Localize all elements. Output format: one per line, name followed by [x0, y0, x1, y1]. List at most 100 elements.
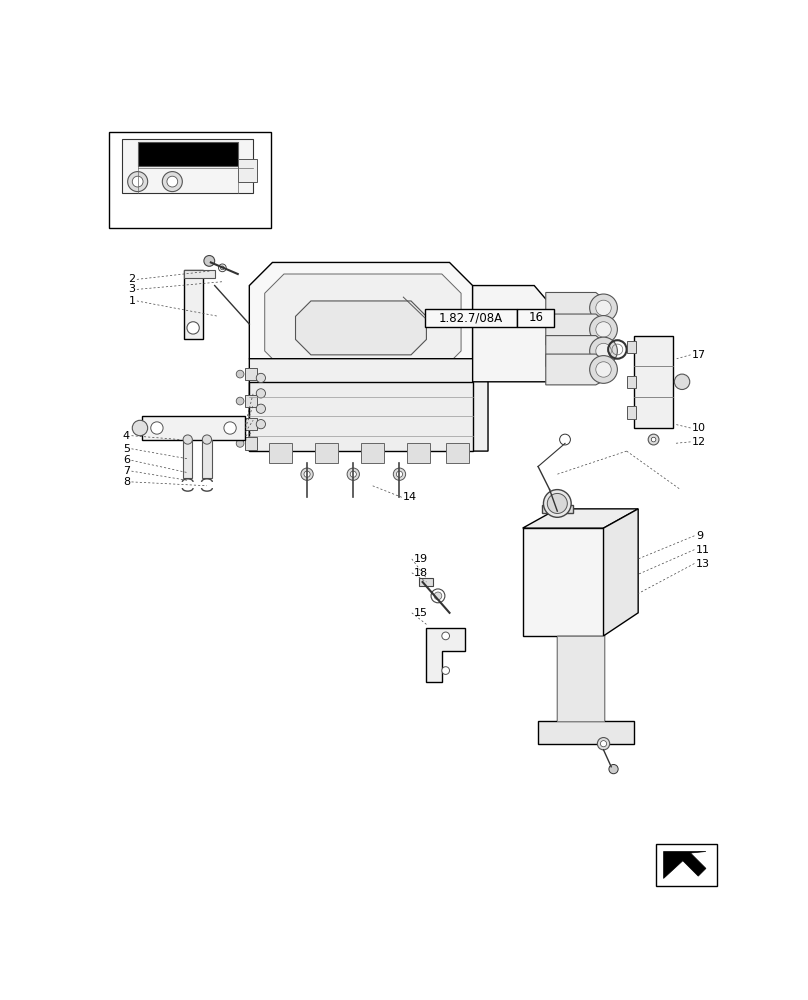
Text: 15: 15 [414, 608, 427, 618]
Text: 11: 11 [696, 545, 710, 555]
Circle shape [236, 440, 244, 447]
Circle shape [547, 493, 567, 513]
Polygon shape [183, 440, 192, 478]
Polygon shape [558, 636, 604, 728]
Text: 8: 8 [123, 477, 130, 487]
Circle shape [675, 374, 690, 390]
Polygon shape [361, 443, 384, 463]
Polygon shape [558, 636, 604, 721]
Polygon shape [545, 354, 608, 385]
Text: 3: 3 [128, 284, 136, 294]
Text: 5: 5 [123, 444, 130, 454]
Polygon shape [250, 262, 473, 382]
Circle shape [609, 764, 618, 774]
Circle shape [167, 176, 178, 187]
Circle shape [151, 422, 163, 434]
Circle shape [544, 490, 571, 517]
Polygon shape [634, 336, 673, 428]
Circle shape [597, 738, 610, 750]
Polygon shape [545, 314, 608, 345]
Polygon shape [296, 301, 427, 355]
Circle shape [256, 404, 266, 413]
Circle shape [595, 300, 611, 316]
Polygon shape [265, 274, 461, 370]
Circle shape [202, 435, 212, 444]
Circle shape [236, 420, 244, 428]
Polygon shape [446, 443, 469, 463]
Circle shape [133, 176, 143, 187]
Text: 2: 2 [128, 274, 136, 284]
Circle shape [218, 264, 226, 272]
Polygon shape [184, 270, 215, 278]
Polygon shape [202, 440, 212, 478]
Circle shape [442, 667, 449, 674]
Bar [656, 844, 718, 886]
Circle shape [560, 434, 570, 445]
Circle shape [162, 172, 183, 192]
Polygon shape [538, 721, 634, 744]
Circle shape [187, 322, 200, 334]
Circle shape [590, 294, 617, 322]
Circle shape [595, 322, 611, 337]
Text: 12: 12 [692, 437, 706, 447]
Polygon shape [545, 292, 608, 323]
Bar [517, 309, 554, 327]
Text: 4: 4 [123, 431, 130, 441]
Polygon shape [137, 142, 238, 166]
Polygon shape [419, 578, 432, 586]
Bar [627, 406, 636, 419]
Circle shape [600, 741, 607, 747]
Polygon shape [122, 139, 253, 193]
Bar [246, 395, 257, 407]
Circle shape [397, 471, 402, 477]
Text: 19: 19 [414, 554, 427, 564]
Circle shape [434, 592, 442, 600]
Polygon shape [250, 359, 488, 451]
Circle shape [183, 435, 192, 444]
Circle shape [301, 468, 314, 480]
Polygon shape [545, 336, 608, 366]
Bar [109, 132, 271, 228]
Circle shape [651, 437, 656, 442]
Text: 1: 1 [128, 296, 136, 306]
Bar [627, 341, 636, 353]
Circle shape [590, 337, 617, 365]
Text: 18: 18 [414, 568, 427, 578]
Circle shape [128, 172, 148, 192]
Circle shape [236, 397, 244, 405]
Polygon shape [407, 443, 431, 463]
Circle shape [590, 316, 617, 343]
Circle shape [595, 343, 611, 359]
Polygon shape [427, 628, 465, 682]
Bar [425, 309, 517, 327]
Circle shape [256, 389, 266, 398]
Bar [238, 158, 257, 182]
Text: 17: 17 [692, 350, 706, 360]
Text: 7: 7 [123, 466, 130, 476]
Polygon shape [141, 416, 246, 440]
Bar [246, 437, 257, 450]
Text: 6: 6 [123, 455, 130, 465]
Circle shape [393, 468, 406, 480]
Polygon shape [184, 270, 203, 339]
Circle shape [590, 356, 617, 383]
Circle shape [256, 373, 266, 383]
Circle shape [304, 471, 310, 477]
Polygon shape [315, 443, 338, 463]
Circle shape [221, 266, 225, 270]
Text: 1.82.7/08A: 1.82.7/08A [439, 311, 503, 324]
Polygon shape [250, 382, 473, 451]
Circle shape [204, 256, 215, 266]
Circle shape [442, 632, 449, 640]
Circle shape [236, 370, 244, 378]
Polygon shape [268, 443, 292, 463]
Bar [246, 418, 257, 430]
Bar [627, 376, 636, 388]
Circle shape [133, 420, 148, 436]
Polygon shape [542, 505, 573, 513]
Text: 9: 9 [696, 531, 703, 541]
Text: 16: 16 [528, 311, 543, 324]
Circle shape [595, 362, 611, 377]
Text: 10: 10 [692, 423, 706, 433]
Polygon shape [473, 286, 558, 382]
